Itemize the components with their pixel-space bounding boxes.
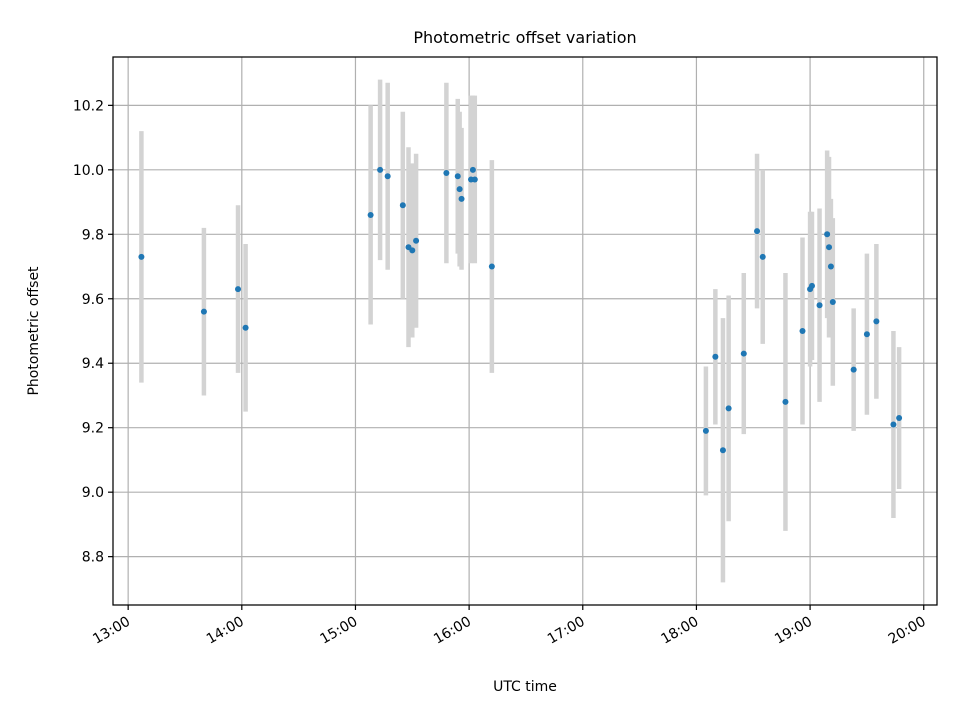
y-tick-label: 10.2 <box>73 98 104 114</box>
data-point <box>367 211 374 218</box>
y-axis-label: Photometric offset <box>26 266 42 396</box>
data-point <box>454 173 461 180</box>
data-point <box>816 302 823 309</box>
data-point <box>873 318 880 325</box>
data-point <box>827 263 834 270</box>
data-point <box>443 170 450 177</box>
data-point <box>826 244 833 251</box>
data-point <box>488 263 495 270</box>
data-point <box>469 166 476 173</box>
y-tick-label: 8.8 <box>82 550 104 566</box>
data-point <box>808 282 815 289</box>
data-point <box>754 228 761 235</box>
chart-title: Photometric offset variation <box>413 28 636 47</box>
data-point <box>850 366 857 373</box>
y-tick-label: 9.0 <box>82 485 104 501</box>
data-point <box>138 253 145 260</box>
data-points <box>138 166 903 454</box>
y-tick-label: 9.2 <box>82 421 104 437</box>
data-point <box>824 231 831 238</box>
data-point <box>200 308 207 315</box>
data-point <box>399 202 406 209</box>
data-point <box>456 186 463 193</box>
data-point <box>712 353 719 360</box>
data-point <box>471 176 478 183</box>
data-point <box>377 166 384 173</box>
data-point <box>740 350 747 357</box>
data-point <box>863 331 870 338</box>
data-point <box>799 328 806 334</box>
data-point <box>829 298 836 305</box>
data-point <box>759 253 766 260</box>
y-tick-label: 9.8 <box>82 227 104 243</box>
x-axis-label: UTC time <box>493 679 557 695</box>
data-point <box>458 195 465 202</box>
y-tick-label: 9.6 <box>82 292 104 308</box>
data-point <box>719 447 726 454</box>
data-point <box>725 405 732 412</box>
plot-frame <box>112 56 938 606</box>
data-point <box>409 247 416 254</box>
data-point <box>702 427 709 434</box>
data-point <box>782 398 789 405</box>
grid-lines <box>113 57 937 605</box>
data-point <box>890 421 897 428</box>
data-point <box>413 237 420 244</box>
data-point <box>384 173 391 180</box>
data-point <box>896 415 903 422</box>
data-point <box>242 324 249 331</box>
data-point <box>235 286 242 293</box>
y-tick-label: 10.0 <box>73 163 104 179</box>
y-axis-ticks: 8.8 9.0 9.2 9.4 9.6 9.8 10.0 10.2 <box>73 98 113 566</box>
y-tick-label: 9.4 <box>82 356 104 372</box>
